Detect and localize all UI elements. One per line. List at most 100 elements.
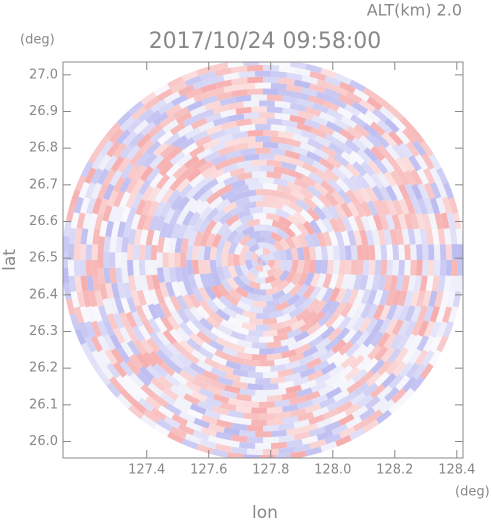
radar-cell <box>409 290 420 308</box>
radar-cell <box>230 446 248 455</box>
radar-cell <box>436 335 449 353</box>
radar-cell <box>177 84 195 97</box>
radar-cell <box>126 144 141 161</box>
radar-cell <box>198 218 211 234</box>
radar-cell <box>278 269 291 282</box>
radar-cell <box>263 76 279 84</box>
radar-cell <box>274 112 291 121</box>
radar-cell <box>309 219 322 235</box>
radar-cell <box>156 252 163 268</box>
radar-cell <box>362 419 380 433</box>
radar-cell <box>385 199 398 216</box>
radar-cell <box>358 187 372 204</box>
radar-cell <box>211 448 229 458</box>
radar-cell <box>294 443 311 453</box>
radar-cell <box>321 287 335 303</box>
radar-cell <box>419 228 428 245</box>
radar-cell <box>314 135 331 148</box>
radar-cell <box>234 222 249 234</box>
radar-cell <box>326 399 344 412</box>
radar-cell <box>189 403 207 415</box>
radar-cell <box>104 154 118 172</box>
radar-cell <box>201 165 218 179</box>
radar-cell <box>222 201 238 214</box>
radar-cell <box>281 303 297 316</box>
radar-cell <box>362 123 379 138</box>
radar-cell <box>233 184 250 195</box>
radar-cell <box>234 242 244 256</box>
radar-cell <box>335 327 351 343</box>
radar-cell <box>244 334 260 343</box>
radar-cell <box>360 288 372 305</box>
radar-cell <box>328 364 345 378</box>
radar-cell <box>410 169 423 186</box>
radar-cell <box>305 63 323 74</box>
radar-cell <box>109 333 123 351</box>
radar-cell <box>138 107 155 123</box>
radar-cell <box>191 217 205 233</box>
radar-cell <box>385 304 398 321</box>
radar-cell <box>187 273 198 290</box>
radar-cell <box>371 397 388 413</box>
radar-cell <box>346 380 363 395</box>
radar-cell <box>248 317 263 326</box>
radar-cell <box>145 364 162 380</box>
radar-cell <box>313 359 330 373</box>
radar-cell <box>192 245 200 260</box>
radar-cell <box>290 450 307 458</box>
radar-cell <box>322 408 340 420</box>
radar-cell <box>413 275 422 292</box>
radar-cell <box>334 435 352 447</box>
radar-cell <box>183 114 200 127</box>
radar-cell <box>177 280 188 297</box>
radar-cell <box>345 162 361 178</box>
radar-cell <box>162 329 177 345</box>
radar-cell <box>309 285 322 301</box>
radar-cell <box>269 189 285 199</box>
radar-cell <box>428 153 442 171</box>
radar-cell <box>274 411 291 420</box>
radar-cell <box>386 244 394 260</box>
radar-cell <box>303 390 321 402</box>
radar-cell <box>448 306 459 323</box>
radar-cell <box>286 181 303 193</box>
radar-cell <box>247 141 263 149</box>
radar-cell <box>229 303 245 316</box>
radar-cell <box>167 315 181 331</box>
radar-cell <box>281 161 297 171</box>
radar-cell <box>403 290 414 307</box>
radar-cell <box>105 220 115 238</box>
radar-cell <box>350 392 367 406</box>
radar-cell <box>125 311 138 329</box>
radar-cell <box>277 142 294 152</box>
radar-cell <box>168 237 177 253</box>
radar-cell <box>308 82 326 94</box>
radar-cell <box>212 104 229 115</box>
radar-cell <box>307 369 324 382</box>
radar-cell <box>277 368 294 378</box>
radar-cell <box>388 399 404 415</box>
radar-cell <box>265 236 277 246</box>
radar-cell <box>320 299 335 315</box>
x-tick-label: 128.4 <box>438 463 475 478</box>
radar-cell <box>451 243 459 260</box>
radar-cell <box>417 305 428 322</box>
radar-cell <box>415 212 426 230</box>
radar-cell <box>243 400 260 408</box>
radar-cell <box>186 245 194 260</box>
radar-cell <box>247 436 263 444</box>
radar-cell <box>224 384 241 394</box>
radar-cell <box>112 176 126 193</box>
radar-cell <box>292 363 309 375</box>
radar-cell <box>74 328 87 346</box>
radar-cell <box>368 260 376 276</box>
radar-cell <box>205 315 221 330</box>
radar-cell <box>338 260 346 275</box>
radar-cell <box>119 191 131 208</box>
radar-cell <box>92 197 103 215</box>
radar-cell <box>122 374 138 390</box>
radar-cell <box>192 377 209 390</box>
radar-cell <box>334 73 352 85</box>
radar-cell <box>365 186 379 203</box>
radar-cell <box>247 129 263 137</box>
